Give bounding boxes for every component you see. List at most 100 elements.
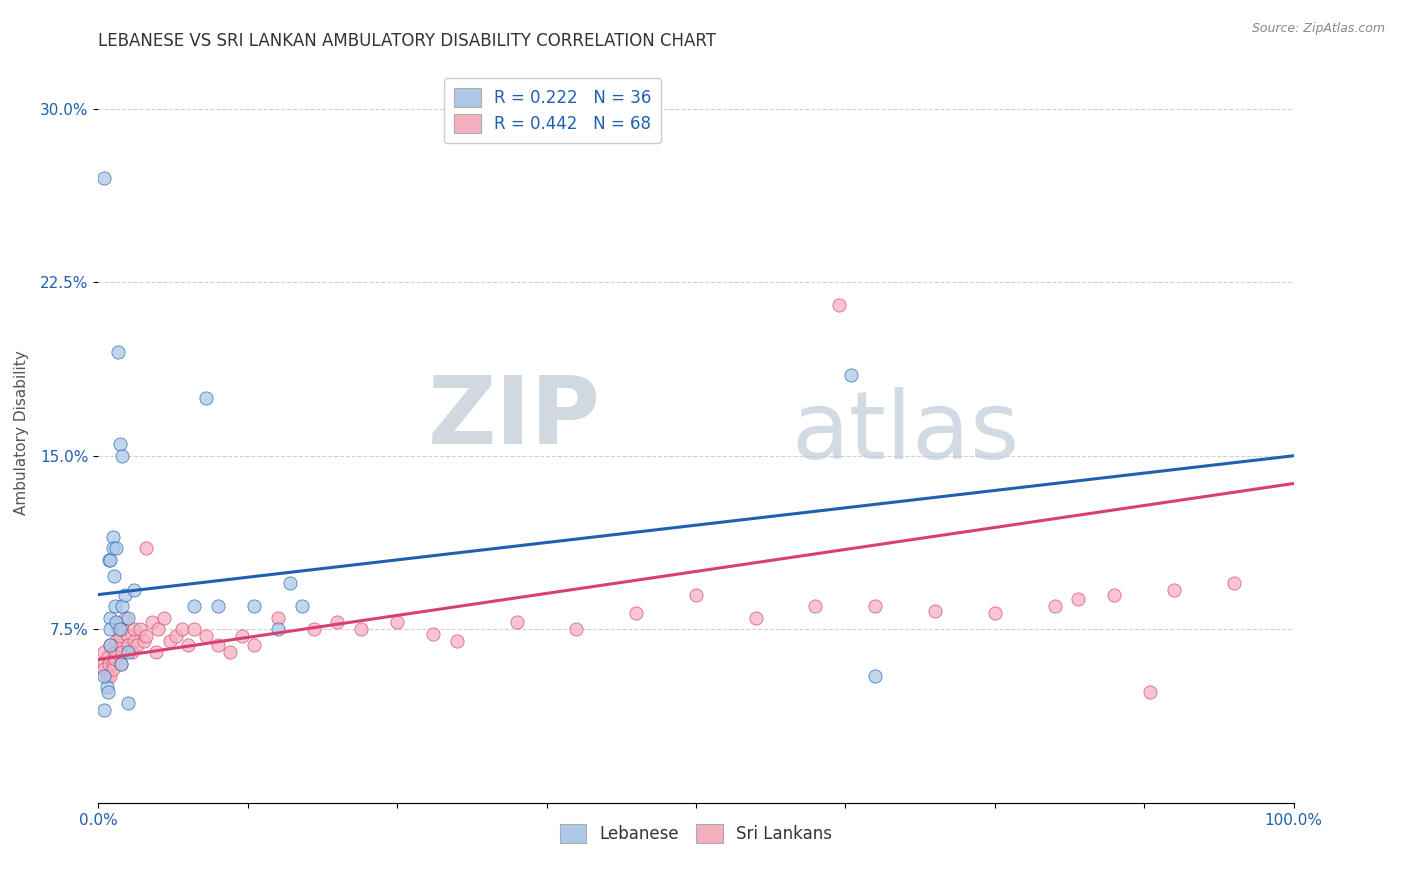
Point: [924, 604, 946, 618]
Point: [291, 599, 314, 614]
Point: [101, 541, 124, 556]
Point: [98, 668, 122, 682]
Point: [110, 657, 132, 671]
Point: [108, 622, 131, 636]
Point: [117, 639, 139, 653]
Point: [97, 685, 120, 699]
Point: [626, 606, 648, 620]
Point: [302, 622, 325, 636]
Point: [101, 662, 124, 676]
Point: [104, 652, 127, 666]
Point: [98, 639, 122, 653]
Point: [183, 599, 205, 614]
Point: [105, 541, 128, 556]
Point: [103, 569, 125, 583]
Point: [207, 599, 229, 614]
Point: [841, 368, 863, 382]
Point: [148, 622, 170, 636]
Point: [219, 645, 242, 659]
Point: [177, 639, 200, 653]
Point: [267, 610, 290, 624]
Point: [98, 622, 122, 636]
Text: Source: ZipAtlas.com: Source: ZipAtlas.com: [1251, 22, 1385, 36]
Point: [153, 610, 176, 624]
Point: [93, 668, 115, 682]
Point: [98, 657, 121, 671]
Point: [745, 610, 768, 624]
Point: [111, 622, 134, 636]
Point: [93, 645, 115, 659]
Point: [125, 639, 148, 653]
Point: [96, 668, 118, 682]
Point: [984, 606, 1007, 620]
Point: [101, 530, 124, 544]
Point: [565, 622, 588, 636]
Point: [1043, 599, 1066, 614]
Point: [207, 639, 229, 653]
Point: [135, 629, 157, 643]
Point: [865, 599, 887, 614]
Point: [195, 391, 218, 405]
Point: [98, 553, 122, 567]
Point: [195, 629, 218, 643]
Point: [267, 622, 290, 636]
Point: [145, 645, 167, 659]
Point: [1223, 576, 1246, 591]
Point: [107, 622, 129, 636]
Point: [159, 633, 181, 648]
Point: [114, 610, 136, 624]
Text: atlas: atlas: [792, 386, 1019, 479]
Text: ZIP: ZIP: [427, 372, 600, 464]
Point: [111, 599, 134, 614]
Y-axis label: Ambulatory Disability: Ambulatory Disability: [14, 351, 30, 515]
Point: [110, 657, 132, 671]
Point: [124, 582, 146, 597]
Point: [108, 629, 131, 643]
Point: [1104, 588, 1126, 602]
Point: [93, 171, 115, 186]
Point: [231, 629, 253, 643]
Point: [350, 622, 373, 636]
Point: [135, 541, 157, 556]
Point: [105, 645, 128, 659]
Point: [93, 662, 115, 676]
Point: [278, 576, 301, 591]
Point: [96, 680, 118, 694]
Point: [121, 645, 143, 659]
Point: [804, 599, 827, 614]
Point: [1163, 582, 1185, 597]
Point: [98, 610, 122, 624]
Point: [243, 639, 266, 653]
Point: [326, 615, 349, 630]
Point: [685, 588, 707, 602]
Point: [98, 639, 122, 653]
Point: [422, 627, 444, 641]
Point: [101, 657, 124, 671]
Point: [132, 633, 155, 648]
Point: [183, 622, 205, 636]
Point: [124, 633, 146, 648]
Point: [172, 622, 194, 636]
Point: [446, 633, 468, 648]
Point: [111, 449, 134, 463]
Point: [506, 615, 529, 630]
Point: [117, 610, 139, 624]
Point: [828, 298, 851, 312]
Point: [104, 599, 127, 614]
Point: [97, 650, 120, 665]
Point: [108, 639, 131, 653]
Point: [117, 696, 139, 710]
Point: [117, 629, 139, 643]
Point: [865, 668, 887, 682]
Point: [385, 615, 409, 630]
Point: [1139, 685, 1161, 699]
Point: [165, 629, 187, 643]
Point: [105, 615, 128, 630]
Point: [93, 657, 115, 671]
Point: [103, 645, 125, 659]
Point: [129, 622, 152, 636]
Text: LEBANESE VS SRI LANKAN AMBULATORY DISABILITY CORRELATION CHART: LEBANESE VS SRI LANKAN AMBULATORY DISABI…: [98, 32, 717, 50]
Point: [93, 703, 115, 717]
Point: [107, 344, 129, 359]
Point: [108, 437, 131, 451]
